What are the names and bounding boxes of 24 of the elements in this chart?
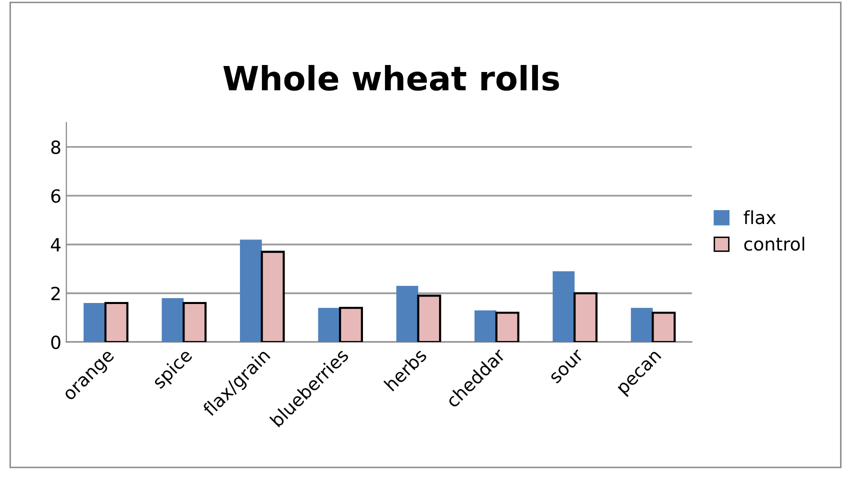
- bar: [396, 286, 418, 342]
- bar: [84, 303, 106, 342]
- bar: [104, 302, 128, 342]
- legend-label: control: [744, 236, 804, 251]
- y-tick-label: 0: [51, 335, 60, 350]
- legend-label: flax: [744, 210, 776, 224]
- y-tick-label: 2: [51, 286, 60, 300]
- y-tick-label: 8: [51, 140, 60, 154]
- bar: [240, 240, 262, 342]
- y-tick-label: 4: [50, 238, 61, 252]
- bar: [574, 292, 598, 342]
- bar: [417, 294, 442, 342]
- bar: [652, 312, 676, 342]
- y-tick-label: 6: [51, 189, 60, 203]
- bar: [552, 271, 575, 342]
- bar: [318, 308, 340, 342]
- bar: [182, 302, 207, 342]
- chart-title: Whole wheat rolls: [223, 64, 559, 91]
- bar: [260, 250, 285, 342]
- bar: [474, 310, 496, 342]
- bar: [162, 298, 184, 342]
- bar: [495, 312, 520, 342]
- bar: [338, 306, 363, 342]
- bar: [630, 308, 653, 342]
